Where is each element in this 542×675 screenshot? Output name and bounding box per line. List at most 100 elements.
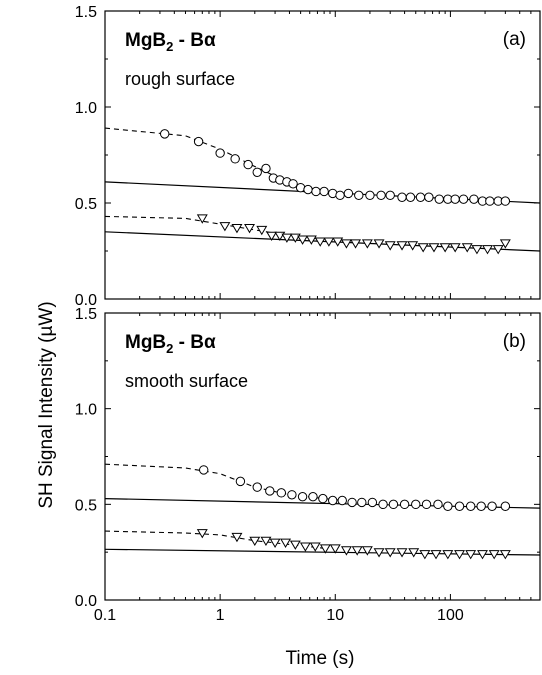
data-point <box>434 194 444 204</box>
data-point <box>256 225 268 236</box>
x-tick-label: 100 <box>437 607 464 624</box>
data-point <box>329 544 341 554</box>
fit-dashed-curve <box>104 530 325 549</box>
data-point <box>458 194 469 204</box>
data-point <box>347 497 357 508</box>
data-point <box>266 231 278 241</box>
data-point <box>280 538 292 548</box>
data-point <box>465 501 476 511</box>
data-point <box>215 148 225 158</box>
data-point <box>485 196 495 206</box>
fit-solid-line <box>104 548 541 556</box>
fit-dashed-curve <box>104 463 345 502</box>
y-tick-label: 0.5 <box>75 196 97 213</box>
panel-a: 0.0 0.5 1.0 1.5 MgB2 - Bα rough surface (a) <box>75 4 541 309</box>
data-point <box>405 192 416 202</box>
data-point <box>288 179 298 189</box>
data-point <box>396 241 408 251</box>
data-point <box>337 495 347 506</box>
data-point <box>376 190 386 201</box>
y-tick-label: 1.5 <box>75 4 97 21</box>
data-point <box>276 488 287 498</box>
data-point <box>319 186 329 197</box>
data-point <box>361 546 373 556</box>
data-point <box>439 243 451 253</box>
data-point <box>442 550 454 560</box>
data-point <box>488 550 500 560</box>
data-point <box>477 550 488 560</box>
data-point <box>305 235 317 245</box>
data-point <box>281 233 293 243</box>
x-axis-label: Time (s) <box>286 648 355 669</box>
data-point <box>311 186 321 197</box>
data-point <box>385 190 395 201</box>
data-point <box>454 550 465 560</box>
data-point <box>287 490 297 500</box>
data-point <box>159 129 170 139</box>
data-point <box>332 237 344 247</box>
data-point <box>318 493 328 504</box>
data-point <box>499 550 511 560</box>
data-point <box>361 239 373 249</box>
data-point <box>499 239 511 249</box>
data-point <box>378 499 388 510</box>
data-point <box>500 501 511 511</box>
data-point <box>309 542 321 552</box>
series-circle <box>104 127 541 206</box>
data-point <box>299 542 311 552</box>
data-point <box>252 482 262 492</box>
data-point <box>230 154 240 164</box>
data-point <box>487 501 497 511</box>
x-tick-label: 10 <box>326 607 344 624</box>
data-point <box>433 499 443 510</box>
data-point <box>421 499 432 510</box>
panel-subtitle: smooth surface <box>125 371 248 391</box>
y-tick-label: 0.5 <box>75 497 97 514</box>
data-point <box>384 548 396 558</box>
data-point <box>482 245 493 255</box>
data-point <box>314 237 326 247</box>
plot-frame <box>104 312 541 601</box>
data-point <box>308 491 318 502</box>
data-point <box>419 550 431 560</box>
data-point <box>303 184 313 195</box>
data-point <box>469 194 479 204</box>
data-point <box>388 499 399 510</box>
data-point <box>454 501 465 511</box>
data-point <box>219 222 231 232</box>
data-point <box>397 192 407 202</box>
data-point <box>415 192 426 202</box>
panel-subtitle: rough surface <box>125 69 235 89</box>
data-point <box>461 243 473 253</box>
panel-title: MgB2 - Bα <box>125 30 216 54</box>
data-point <box>450 194 460 204</box>
data-point <box>199 465 209 475</box>
data-point <box>408 548 420 558</box>
data-point <box>196 214 208 224</box>
data-point <box>476 501 486 511</box>
x-tick-label: 0.1 <box>94 607 116 624</box>
series-triangle-down <box>104 529 541 560</box>
panel-letter: (b) <box>503 331 526 352</box>
data-point <box>289 540 301 550</box>
data-point <box>465 550 477 560</box>
panel-letter: (a) <box>503 29 526 50</box>
y-tick-label: 1.0 <box>75 402 97 419</box>
data-point <box>243 159 253 170</box>
data-point <box>323 237 335 247</box>
data-point <box>235 476 246 487</box>
y-tick-label: 1.5 <box>75 306 97 323</box>
data-point <box>193 136 204 147</box>
series-circle <box>104 463 541 511</box>
y-tick-label: 0.0 <box>75 593 97 610</box>
data-point <box>340 239 352 249</box>
x-tick-label: 1 <box>216 607 225 624</box>
data-point <box>367 497 378 508</box>
data-point <box>350 239 362 249</box>
data-point <box>354 190 364 201</box>
data-point <box>335 190 345 201</box>
data-point <box>449 243 461 253</box>
series-triangle-down <box>104 214 541 255</box>
y-axis-label: SH Signal Intensity (µW) <box>36 301 57 508</box>
